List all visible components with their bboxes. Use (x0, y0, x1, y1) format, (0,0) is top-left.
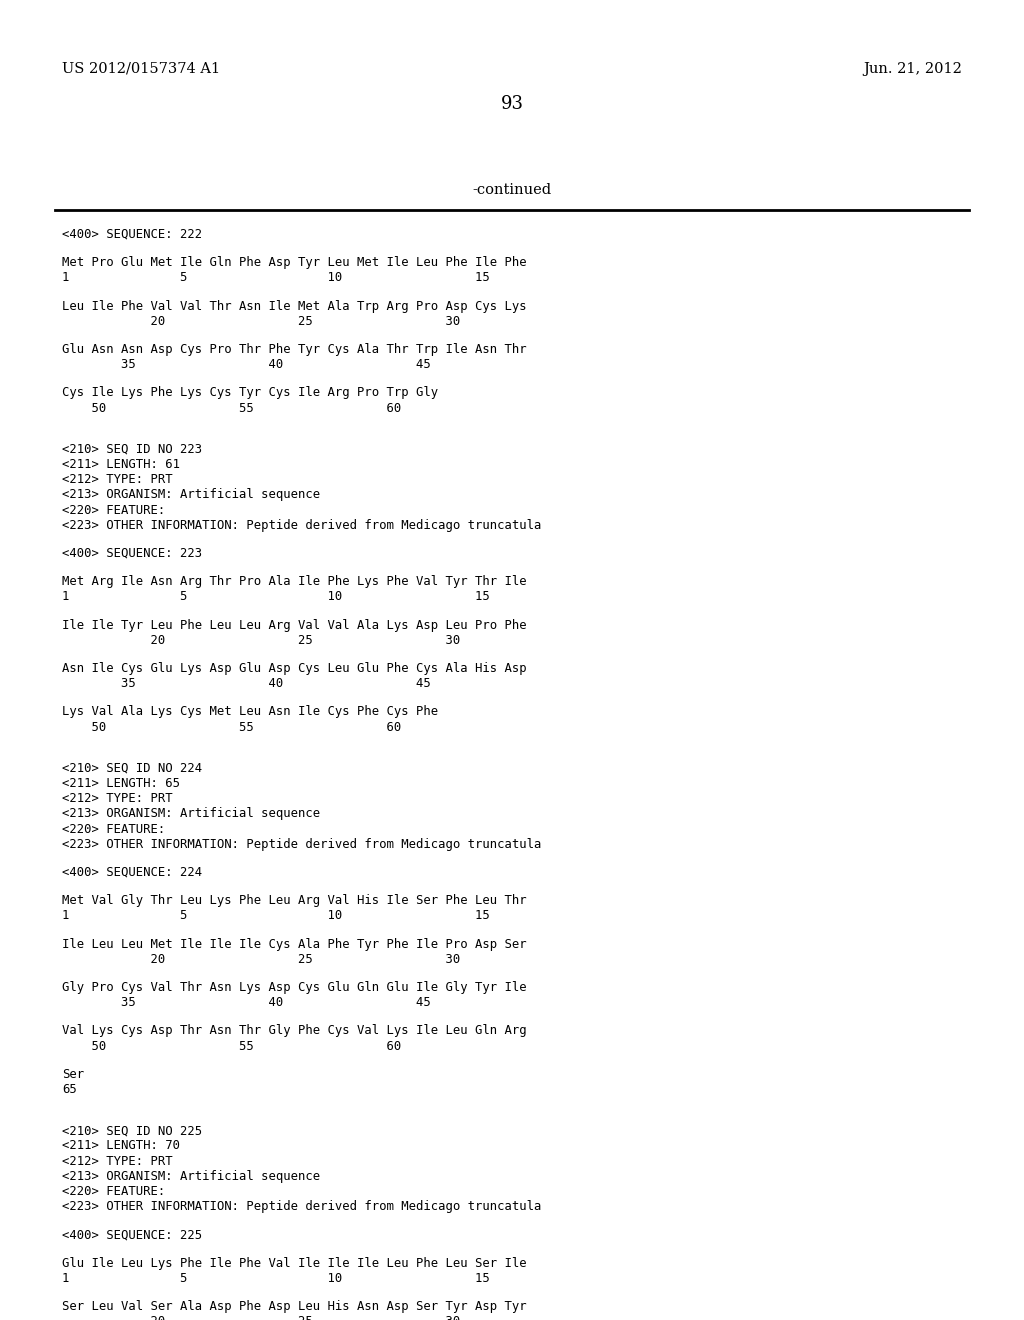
Text: <400> SEQUENCE: 222: <400> SEQUENCE: 222 (62, 228, 202, 242)
Text: <212> TYPE: PRT: <212> TYPE: PRT (62, 473, 173, 486)
Text: Glu Ile Leu Lys Phe Ile Phe Val Ile Ile Ile Leu Phe Leu Ser Ile: Glu Ile Leu Lys Phe Ile Phe Val Ile Ile … (62, 1257, 526, 1270)
Text: Lys Val Ala Lys Cys Met Leu Asn Ile Cys Phe Cys Phe: Lys Val Ala Lys Cys Met Leu Asn Ile Cys … (62, 705, 438, 718)
Text: <213> ORGANISM: Artificial sequence: <213> ORGANISM: Artificial sequence (62, 1170, 321, 1183)
Text: 50                  55                  60: 50 55 60 (62, 721, 401, 734)
Text: 1               5                   10                  15: 1 5 10 15 (62, 909, 489, 923)
Text: <223> OTHER INFORMATION: Peptide derived from Medicago truncatula: <223> OTHER INFORMATION: Peptide derived… (62, 1200, 542, 1213)
Text: Met Pro Glu Met Ile Gln Phe Asp Tyr Leu Met Ile Leu Phe Ile Phe: Met Pro Glu Met Ile Gln Phe Asp Tyr Leu … (62, 256, 526, 269)
Text: -continued: -continued (472, 183, 552, 197)
Text: <211> LENGTH: 61: <211> LENGTH: 61 (62, 458, 180, 471)
Text: <210> SEQ ID NO 225: <210> SEQ ID NO 225 (62, 1125, 202, 1138)
Text: 1               5                   10                  15: 1 5 10 15 (62, 590, 489, 603)
Text: US 2012/0157374 A1: US 2012/0157374 A1 (62, 62, 220, 77)
Text: 1               5                   10                  15: 1 5 10 15 (62, 1271, 489, 1284)
Text: 35                  40                  45: 35 40 45 (62, 677, 431, 690)
Text: <212> TYPE: PRT: <212> TYPE: PRT (62, 1155, 173, 1168)
Text: <223> OTHER INFORMATION: Peptide derived from Medicago truncatula: <223> OTHER INFORMATION: Peptide derived… (62, 838, 542, 851)
Text: <213> ORGANISM: Artificial sequence: <213> ORGANISM: Artificial sequence (62, 488, 321, 502)
Text: <212> TYPE: PRT: <212> TYPE: PRT (62, 792, 173, 805)
Text: <223> OTHER INFORMATION: Peptide derived from Medicago truncatula: <223> OTHER INFORMATION: Peptide derived… (62, 519, 542, 532)
Text: 50                  55                  60: 50 55 60 (62, 1040, 401, 1052)
Text: Gly Pro Cys Val Thr Asn Lys Asp Cys Glu Gln Glu Ile Gly Tyr Ile: Gly Pro Cys Val Thr Asn Lys Asp Cys Glu … (62, 981, 526, 994)
Text: Jun. 21, 2012: Jun. 21, 2012 (863, 62, 962, 77)
Text: <213> ORGANISM: Artificial sequence: <213> ORGANISM: Artificial sequence (62, 808, 321, 821)
Text: Asn Ile Cys Glu Lys Asp Glu Asp Cys Leu Glu Phe Cys Ala His Asp: Asn Ile Cys Glu Lys Asp Glu Asp Cys Leu … (62, 663, 526, 675)
Text: <400> SEQUENCE: 223: <400> SEQUENCE: 223 (62, 546, 202, 560)
Text: <220> FEATURE:: <220> FEATURE: (62, 504, 165, 516)
Text: 93: 93 (501, 95, 523, 114)
Text: Leu Ile Phe Val Val Thr Asn Ile Met Ala Trp Arg Pro Asp Cys Lys: Leu Ile Phe Val Val Thr Asn Ile Met Ala … (62, 300, 526, 313)
Text: Ser: Ser (62, 1068, 84, 1081)
Text: 50                  55                  60: 50 55 60 (62, 401, 401, 414)
Text: Glu Asn Asn Asp Cys Pro Thr Phe Tyr Cys Ala Thr Trp Ile Asn Thr: Glu Asn Asn Asp Cys Pro Thr Phe Tyr Cys … (62, 343, 526, 356)
Text: 20                  25                  30: 20 25 30 (62, 634, 460, 647)
Text: Met Val Gly Thr Leu Lys Phe Leu Arg Val His Ile Ser Phe Leu Thr: Met Val Gly Thr Leu Lys Phe Leu Arg Val … (62, 894, 526, 907)
Text: <210> SEQ ID NO 224: <210> SEQ ID NO 224 (62, 762, 202, 775)
Text: Ile Ile Tyr Leu Phe Leu Leu Arg Val Val Ala Lys Asp Leu Pro Phe: Ile Ile Tyr Leu Phe Leu Leu Arg Val Val … (62, 619, 526, 631)
Text: 20                  25                  30: 20 25 30 (62, 1315, 460, 1320)
Text: <211> LENGTH: 70: <211> LENGTH: 70 (62, 1139, 180, 1152)
Text: Met Arg Ile Asn Arg Thr Pro Ala Ile Phe Lys Phe Val Tyr Thr Ile: Met Arg Ile Asn Arg Thr Pro Ala Ile Phe … (62, 576, 526, 589)
Text: <220> FEATURE:: <220> FEATURE: (62, 1185, 165, 1199)
Text: Ile Leu Leu Met Ile Ile Ile Cys Ala Phe Tyr Phe Ile Pro Asp Ser: Ile Leu Leu Met Ile Ile Ile Cys Ala Phe … (62, 937, 526, 950)
Text: <210> SEQ ID NO 223: <210> SEQ ID NO 223 (62, 442, 202, 455)
Text: <211> LENGTH: 65: <211> LENGTH: 65 (62, 777, 180, 789)
Text: <220> FEATURE:: <220> FEATURE: (62, 822, 165, 836)
Text: 35                  40                  45: 35 40 45 (62, 997, 431, 1010)
Text: <400> SEQUENCE: 225: <400> SEQUENCE: 225 (62, 1229, 202, 1241)
Text: Cys Ile Lys Phe Lys Cys Tyr Cys Ile Arg Pro Trp Gly: Cys Ile Lys Phe Lys Cys Tyr Cys Ile Arg … (62, 387, 438, 400)
Text: Val Lys Cys Asp Thr Asn Thr Gly Phe Cys Val Lys Ile Leu Gln Arg: Val Lys Cys Asp Thr Asn Thr Gly Phe Cys … (62, 1024, 526, 1038)
Text: 35                  40                  45: 35 40 45 (62, 358, 431, 371)
Text: 20                  25                  30: 20 25 30 (62, 953, 460, 966)
Text: 65: 65 (62, 1082, 77, 1096)
Text: 20                  25                  30: 20 25 30 (62, 314, 460, 327)
Text: Ser Leu Val Ser Ala Asp Phe Asp Leu His Asn Asp Ser Tyr Asp Tyr: Ser Leu Val Ser Ala Asp Phe Asp Leu His … (62, 1300, 526, 1313)
Text: <400> SEQUENCE: 224: <400> SEQUENCE: 224 (62, 866, 202, 879)
Text: 1               5                   10                  15: 1 5 10 15 (62, 272, 489, 284)
